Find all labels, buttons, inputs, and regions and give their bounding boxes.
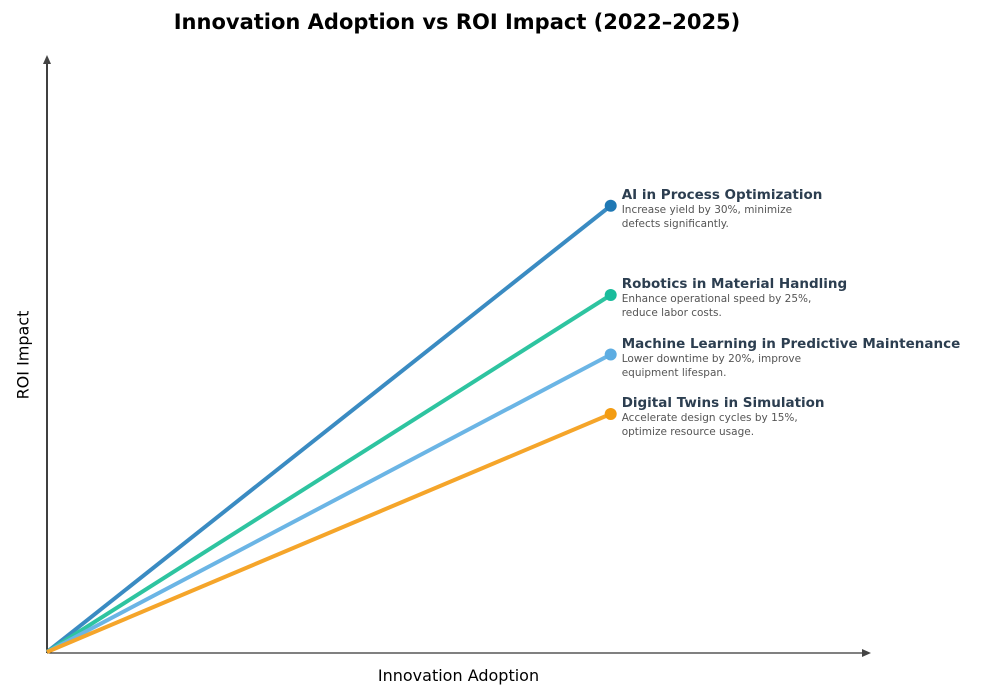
x-axis-label: Innovation Adoption: [377, 666, 540, 685]
series-annotation: AI in Process Optimization Increase yield…: [622, 187, 823, 231]
x-axis-arrow-icon: [862, 649, 871, 657]
series-end-marker: [604, 408, 617, 420]
series-end-marker: [604, 348, 617, 361]
series-annotation: Robotics in Material Handling Enhance ope…: [622, 276, 847, 320]
series-name: AI in Process Optimization: [621, 186, 823, 203]
series-line: [46, 352, 612, 654]
series-line: [45, 204, 612, 654]
series-name: Robotics in Material Handling: [621, 276, 848, 292]
series-description: Enhance operational speed by 25%,: [621, 293, 812, 305]
series-annotation: Machine Learning in Predictive Maintenan…: [622, 336, 961, 380]
series-description: optimize resource usage.: [621, 426, 755, 438]
series-description: equipment lifespan.: [621, 366, 727, 379]
series-name: Machine Learning in Predictive Maintenan…: [621, 335, 961, 352]
series-annotation: Digital Twins in Simulation Accelerate de…: [622, 395, 825, 439]
series-line: [46, 412, 612, 654]
series-description: Lower downtime by 20%, improve: [621, 352, 802, 365]
chart-title: Innovation Adoption vs ROI Impact (2022–…: [173, 10, 741, 34]
y-axis-arrow-icon: [43, 55, 51, 64]
series-end-marker: [604, 289, 617, 301]
series-line: [45, 293, 612, 654]
series-description: reduce labor costs.: [621, 307, 722, 319]
series-name: Digital Twins in Simulation: [621, 395, 825, 411]
series-description: Increase yield by 30%, minimize: [621, 203, 793, 216]
series-end-marker: [604, 199, 617, 212]
series-description: Accelerate design cycles by 15%,: [621, 412, 798, 424]
series-description: defects significantly.: [621, 217, 729, 230]
